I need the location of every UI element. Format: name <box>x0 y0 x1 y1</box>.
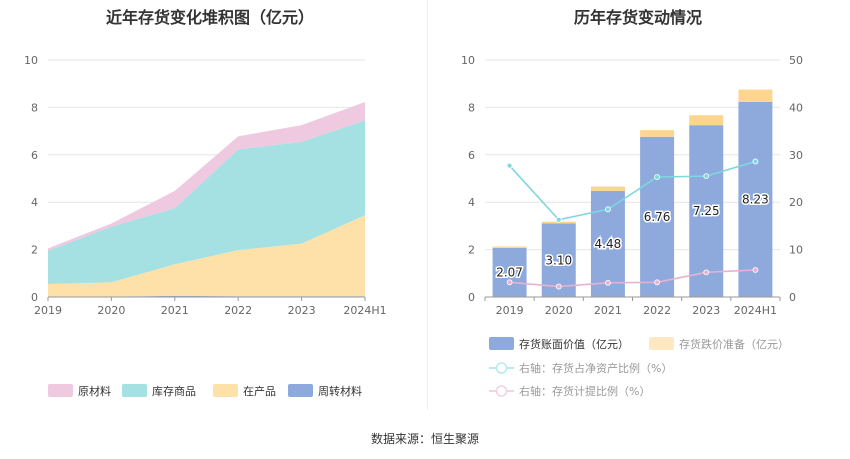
right-x-tick-label: 2021 <box>594 304 622 317</box>
right-y2-tick-label: 50 <box>789 54 803 67</box>
right-legend-label: 右轴：存货占净资产比例（%） <box>519 361 672 375</box>
left-y-tick-label: 6 <box>31 149 38 162</box>
line-point <box>555 216 562 223</box>
right-x-tick-label: 2023 <box>692 304 720 317</box>
line-point <box>752 158 759 165</box>
bar-provision <box>590 186 625 191</box>
right-x-tick-label: 2020 <box>545 304 573 317</box>
bar-provision <box>689 115 724 126</box>
left-legend-label: 周转材料 <box>318 384 362 398</box>
right-x-tick-label: 2019 <box>496 304 524 317</box>
line-point <box>654 279 660 286</box>
right-legend-marker <box>495 385 508 397</box>
left-chart-title: 近年存货变化堆积图（亿元） <box>105 8 314 27</box>
bar-value-label: 4.48 <box>595 237 622 251</box>
bar-provision <box>492 246 527 248</box>
left-legend-label: 原材料 <box>78 384 111 398</box>
right-y2-tick-label: 20 <box>789 196 803 209</box>
right-y2-tick-label: 10 <box>789 244 803 257</box>
area-series-3 <box>48 120 365 284</box>
right-x-tick-label: 2022 <box>643 304 671 317</box>
line-series-1 <box>508 160 756 221</box>
right-legend-marker <box>495 362 508 374</box>
right-y-tick-label: 10 <box>461 54 475 67</box>
left-x-tick-label: 2022 <box>224 304 252 317</box>
left-legend-swatch <box>122 384 147 397</box>
right-y2-tick-label: 40 <box>789 101 803 114</box>
right-legend-swatch <box>649 337 674 350</box>
right-y-tick-label: 6 <box>468 149 475 162</box>
left-y-tick-label: 0 <box>31 291 38 304</box>
left-x-tick-label: 2019 <box>34 304 62 317</box>
right-x-tick-label: 2024H1 <box>734 304 777 317</box>
left-legend-swatch <box>48 384 73 397</box>
right-y-tick-label: 8 <box>468 101 475 114</box>
line-point <box>703 173 710 180</box>
bar-book-value <box>640 136 675 297</box>
left-y-tick-label: 4 <box>31 196 38 209</box>
left-legend-label: 库存商品 <box>152 384 196 398</box>
bar-provision <box>738 89 773 102</box>
line-point <box>506 279 513 286</box>
bar-value-label: 6.76 <box>644 210 671 224</box>
right-legend-label: 存货跌价准备（亿元） <box>679 337 789 351</box>
bar-value-label: 7.25 <box>693 204 720 218</box>
bar-book-value <box>492 247 527 297</box>
right-legend-label: 右轴：存货计提比例（%） <box>519 384 650 398</box>
left-y-tick-label: 10 <box>24 54 38 67</box>
right-legend-swatch <box>489 337 514 350</box>
line-point <box>752 267 759 273</box>
line-point <box>654 174 660 180</box>
line-point <box>703 269 710 276</box>
area-series-4 <box>48 101 365 251</box>
right-y-tick-label: 2 <box>468 244 475 257</box>
left-y-tick-label: 2 <box>31 244 38 257</box>
bar-book-value <box>689 125 724 297</box>
line-point <box>555 283 562 290</box>
right-y2-tick-label: 0 <box>789 291 796 304</box>
left-x-tick-label: 2024H1 <box>343 304 386 317</box>
line-series-2 <box>509 269 756 288</box>
left-y-tick-label: 8 <box>31 101 38 114</box>
bar-value-label: 2.07 <box>496 265 523 279</box>
left-legend-label: 在产品 <box>243 384 276 398</box>
bar-provision <box>640 130 675 137</box>
data-source-note: 数据来源：恒生聚源 <box>370 432 479 446</box>
line-point <box>506 162 513 169</box>
left-legend-swatch <box>213 384 238 397</box>
right-chart-title: 历年存货变动情况 <box>573 8 702 27</box>
right-y-tick-label: 0 <box>468 291 475 304</box>
left-x-tick-label: 2023 <box>288 304 316 317</box>
right-y2-tick-label: 30 <box>789 149 803 162</box>
line-point <box>605 279 611 286</box>
chart-divider <box>427 0 428 410</box>
area-series-2 <box>48 215 365 297</box>
left-legend-swatch <box>288 384 313 397</box>
line-point <box>605 206 611 213</box>
right-y-tick-label: 4 <box>468 196 475 209</box>
right-legend-label: 存货账面价值（亿元） <box>519 337 629 351</box>
left-x-tick-label: 2020 <box>97 304 125 317</box>
left-x-tick-label: 2021 <box>161 304 189 317</box>
bar-book-value <box>738 101 773 297</box>
bar-value-label: 8.23 <box>742 192 769 206</box>
bar-value-label: 3.10 <box>545 253 572 267</box>
